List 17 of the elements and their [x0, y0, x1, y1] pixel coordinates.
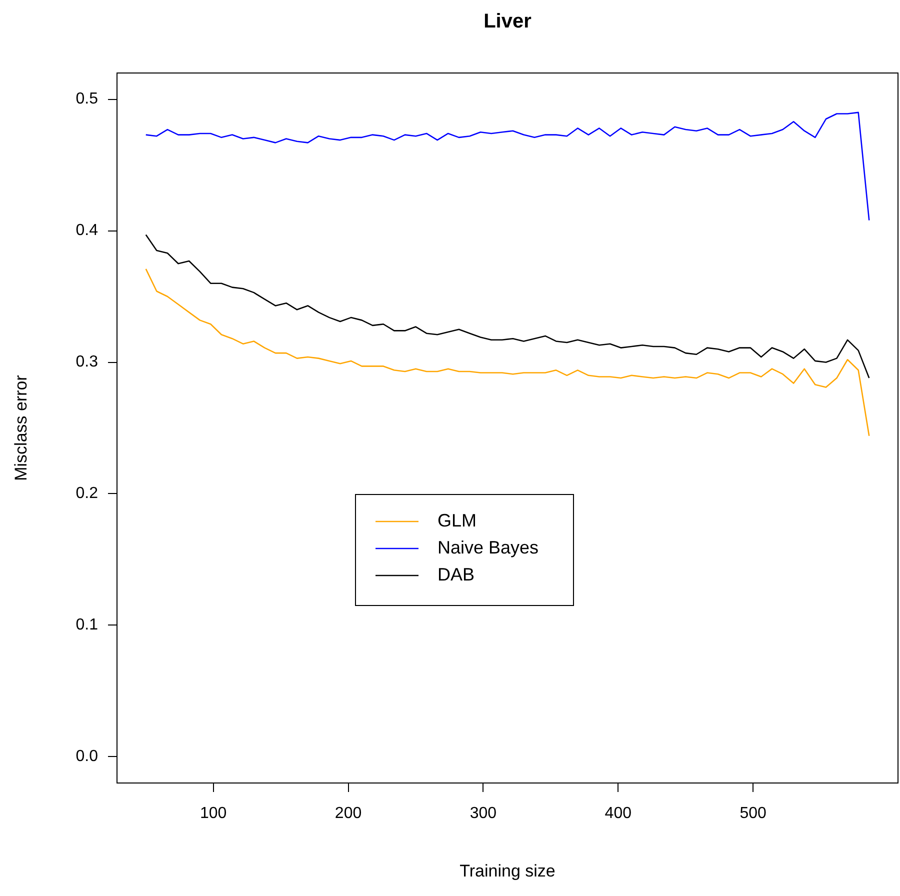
legend-label: Naive Bayes	[438, 537, 539, 558]
y-tick-label: 0.5	[76, 90, 98, 108]
x-tick-label: 400	[604, 805, 632, 822]
x-axis-title: Training size	[460, 862, 556, 881]
legend-label: DAB	[438, 564, 475, 584]
x-tick-label: 200	[334, 805, 362, 822]
y-tick-label: 0.3	[76, 354, 98, 371]
legend-label: GLM	[438, 510, 477, 530]
y-tick-label: 0.4	[76, 222, 98, 240]
x-tick-label: 300	[470, 805, 497, 822]
y-tick-label: 0.0	[76, 748, 98, 766]
y-tick-label: 0.2	[76, 485, 98, 502]
y-axis-title: Misclass error	[12, 374, 31, 481]
x-tick-label: 100	[200, 805, 227, 822]
chart-title: Liver	[484, 10, 532, 33]
x-tick-label: 500	[740, 805, 767, 822]
y-tick-label: 0.1	[76, 616, 98, 634]
